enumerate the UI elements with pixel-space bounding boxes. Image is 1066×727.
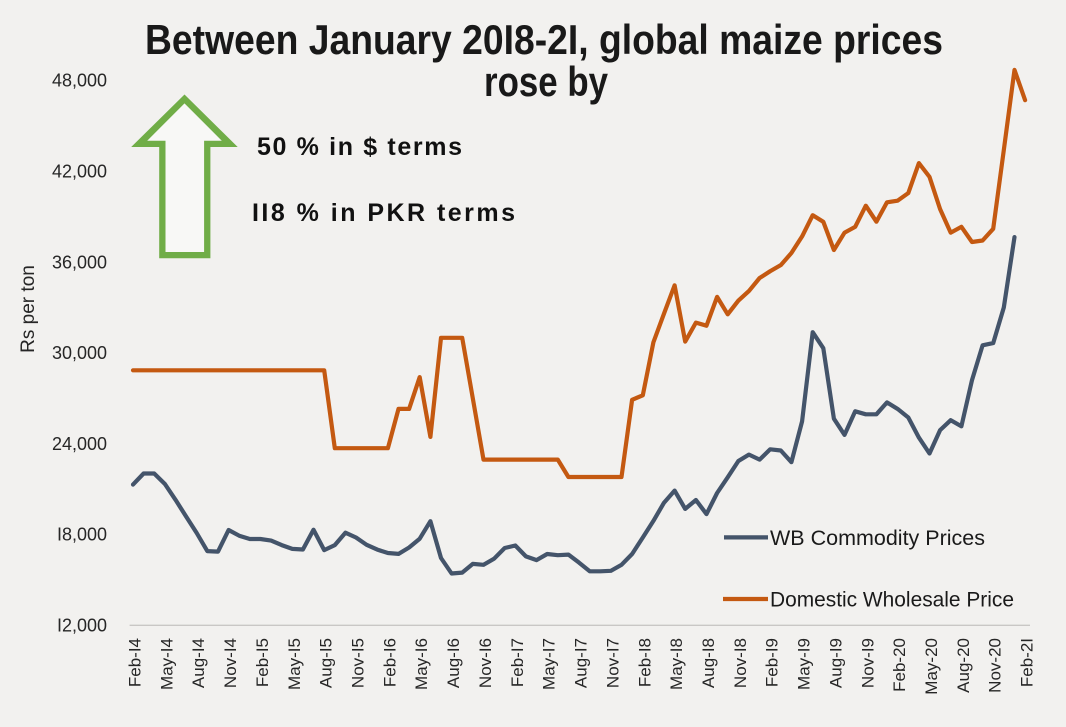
svg-text:Nov-I9: Nov-I9 — [858, 638, 877, 688]
svg-text:42,000: 42,000 — [52, 162, 107, 182]
svg-text:Aug-I7: Aug-I7 — [572, 638, 591, 688]
svg-text:Aug-I9: Aug-I9 — [826, 638, 845, 688]
svg-text:I2,000: I2,000 — [57, 616, 107, 636]
svg-text:Nov-I7: Nov-I7 — [603, 638, 622, 688]
svg-text:Feb-I8: Feb-I8 — [635, 638, 654, 687]
svg-text:Feb-I5: Feb-I5 — [253, 638, 272, 687]
svg-text:Nov-20: Nov-20 — [986, 638, 1005, 693]
svg-text:May-I9: May-I9 — [795, 638, 814, 690]
svg-text:May-I5: May-I5 — [285, 638, 304, 690]
svg-text:Feb-20: Feb-20 — [890, 638, 909, 692]
svg-text:48,000: 48,000 — [52, 71, 107, 91]
svg-text:Feb-I6: Feb-I6 — [380, 638, 399, 687]
svg-text:Feb-2I: Feb-2I — [1018, 638, 1037, 687]
svg-text:Nov-I6: Nov-I6 — [476, 638, 495, 688]
svg-text:May-I8: May-I8 — [667, 638, 686, 690]
svg-text:May-I4: May-I4 — [157, 638, 176, 690]
svg-text:Aug-I5: Aug-I5 — [317, 638, 336, 688]
svg-text:Nov-I8: Nov-I8 — [731, 638, 750, 688]
svg-text:Aug-I8: Aug-I8 — [699, 638, 718, 688]
svg-text:Aug-I6: Aug-I6 — [444, 638, 463, 688]
svg-text:May-20: May-20 — [922, 638, 941, 695]
svg-text:Aug-20: Aug-20 — [954, 638, 973, 693]
svg-text:Feb-I7: Feb-I7 — [508, 638, 527, 687]
svg-text:II8 % in PKR terms: II8 % in PKR terms — [252, 199, 515, 227]
svg-text:36,000: 36,000 — [52, 252, 107, 272]
svg-text:I8,000: I8,000 — [57, 525, 107, 545]
svg-text:WB Commodity Prices: WB Commodity Prices — [770, 527, 985, 550]
svg-text:rose by: rose by — [484, 58, 609, 105]
svg-text:30,000: 30,000 — [52, 343, 107, 363]
svg-text:Rs per ton: Rs per ton — [18, 265, 39, 353]
svg-text:Domestic Wholesale Price: Domestic Wholesale Price — [770, 589, 1014, 612]
svg-text:Feb-I9: Feb-I9 — [763, 638, 782, 687]
svg-text:Aug-I4: Aug-I4 — [189, 638, 208, 688]
svg-text:May-I6: May-I6 — [412, 638, 431, 690]
svg-text:Nov-I5: Nov-I5 — [349, 638, 368, 688]
svg-text:May-I7: May-I7 — [540, 638, 559, 690]
svg-text:Feb-I4: Feb-I4 — [126, 638, 145, 687]
svg-text:50 % in $ terms: 50 % in $ terms — [257, 133, 462, 161]
svg-text:24,000: 24,000 — [52, 434, 107, 454]
svg-text:Nov-I4: Nov-I4 — [221, 638, 240, 688]
svg-text:Between January 20I8-2I, globa: Between January 20I8-2I, global maize pr… — [145, 16, 943, 63]
